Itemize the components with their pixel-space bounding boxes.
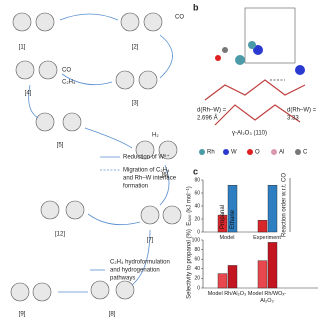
legend-text: formation bbox=[123, 184, 148, 190]
legend-swatch bbox=[223, 149, 229, 155]
y-tick-label: 40 bbox=[194, 203, 200, 209]
intermediate-label: [1] bbox=[19, 45, 26, 51]
x-tick-label: Model Rh/Al₂O₃ bbox=[207, 291, 247, 297]
intermediate-label: [9] bbox=[19, 312, 26, 318]
panel-letter: b bbox=[193, 2, 199, 12]
intermediate-label: [12] bbox=[55, 232, 65, 238]
intermediate-label: [3] bbox=[132, 101, 139, 107]
bar bbox=[227, 184, 238, 233]
legend-label: O bbox=[255, 150, 260, 156]
x-tick-label: Experiment bbox=[253, 235, 281, 241]
distance-label: 3.33 bbox=[287, 116, 299, 122]
legend-swatch bbox=[199, 149, 205, 155]
y-tick-label: 0 bbox=[197, 229, 200, 235]
bar bbox=[257, 260, 268, 289]
y-tick-label: 100 bbox=[192, 237, 201, 243]
intermediate-label: [2] bbox=[132, 45, 139, 51]
legend-text: Migration of C₂H₄ bbox=[123, 168, 170, 174]
legend-text: Reduction of W⁶⁺ bbox=[123, 154, 170, 161]
reagent: CO bbox=[175, 15, 184, 21]
legend-label: W bbox=[231, 150, 237, 156]
reagent: C₂H₄ bbox=[62, 80, 76, 86]
y-tick-label: 80 bbox=[194, 177, 200, 183]
x-tick-label: Model Rh/WOₓ-Al₂O₃ bbox=[247, 291, 287, 304]
x-tick-label: Model bbox=[219, 235, 235, 241]
bar bbox=[267, 184, 278, 233]
intermediate-label: [5] bbox=[57, 143, 64, 149]
intermediate-label: [6] bbox=[162, 173, 169, 179]
legend-swatch bbox=[295, 149, 301, 155]
y-tick-label: 0 bbox=[197, 285, 200, 291]
intermediate-label: [8] bbox=[109, 312, 116, 318]
axis-title: Eₐₚₚ (kJ mol⁻¹) bbox=[187, 186, 193, 226]
pathway-text: pathways bbox=[110, 276, 135, 282]
bar bbox=[217, 214, 228, 233]
series-name: Propanal bbox=[220, 205, 226, 229]
legend-label: C bbox=[303, 150, 308, 156]
legend-swatch bbox=[271, 149, 277, 155]
legend-label: Rh bbox=[207, 150, 215, 156]
legend-text: and Rh–W interface bbox=[123, 176, 177, 182]
bar bbox=[257, 220, 268, 233]
distance-label: 2.696 Å bbox=[197, 115, 218, 122]
series-name: Ethane bbox=[230, 209, 236, 229]
y-tick-label: 20 bbox=[194, 216, 200, 222]
surface-label: γ-Al₂O₃ (110) bbox=[232, 131, 267, 137]
panel-letter: c bbox=[193, 166, 198, 176]
pathway-text: C₂H₄ hydroformulation bbox=[110, 260, 170, 266]
distance-label: d(Rh–W) = bbox=[197, 108, 227, 114]
y-tick-label: 20 bbox=[194, 276, 200, 282]
bar bbox=[227, 265, 238, 289]
axis-title: Reaction order w.r.t. CO bbox=[282, 173, 288, 237]
intermediate-label: [4] bbox=[25, 91, 32, 97]
y-tick-label: 80 bbox=[194, 247, 200, 253]
bar bbox=[217, 273, 228, 289]
legend-swatch bbox=[247, 149, 253, 155]
y-tick-label: 60 bbox=[194, 190, 200, 196]
intermediate-label: [7] bbox=[147, 238, 154, 244]
pathway-text: and hydrogenation bbox=[110, 268, 160, 274]
legend-label: Al bbox=[279, 150, 284, 156]
y-tick-label: 40 bbox=[194, 266, 200, 272]
atom-legend: Rh W O Al C bbox=[199, 149, 308, 156]
reagent: CO bbox=[62, 68, 71, 74]
bar bbox=[267, 242, 278, 289]
reagent: H₂ bbox=[152, 133, 159, 139]
axis-title: Selectivity to propanal (%) bbox=[187, 229, 193, 299]
y-tick-label: 60 bbox=[194, 257, 200, 263]
distance-label: d(Rh–W) = bbox=[287, 108, 317, 114]
